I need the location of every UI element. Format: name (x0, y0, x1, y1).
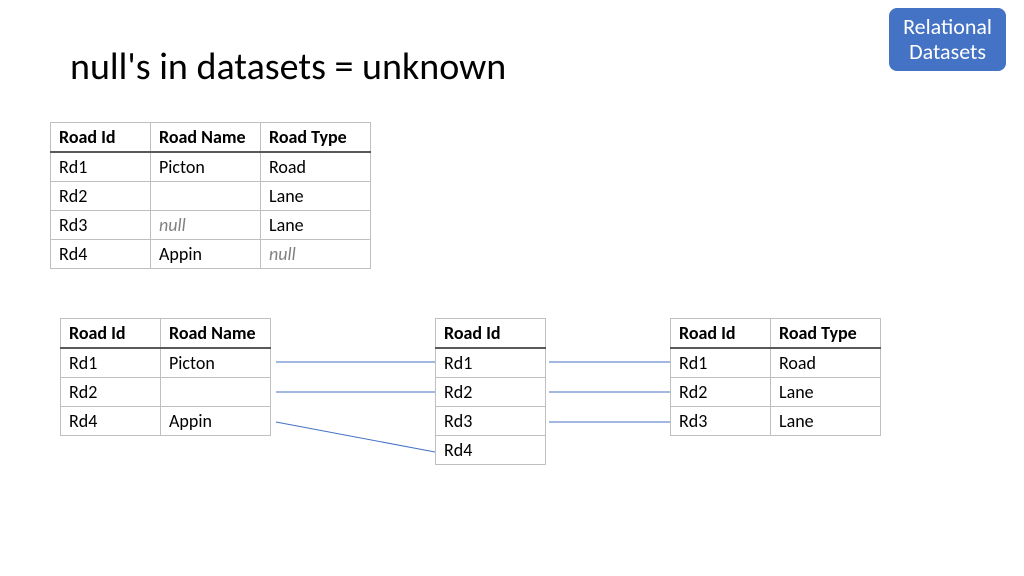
column-header: Road Name (161, 319, 271, 349)
table-row: Rd3Lane (671, 407, 881, 436)
table-cell: Rd4 (51, 240, 151, 269)
table-row: Rd3 (436, 407, 546, 436)
table-cell: Rd2 (436, 378, 546, 407)
table-cell: Rd2 (61, 378, 161, 407)
badge-line1: Relational (903, 13, 992, 40)
table-cell: Rd1 (51, 152, 151, 182)
column-header: Road Name (151, 123, 261, 153)
table-cell: Rd2 (671, 378, 771, 407)
table-row: Rd1PictonRoad (51, 152, 371, 182)
table-cell: Appin (151, 240, 261, 269)
table-cell: Rd4 (436, 436, 546, 465)
table-left: Road IdRoad NameRd1PictonRd2Rd4Appin (60, 318, 271, 436)
table-cell: Rd1 (436, 348, 546, 378)
table-row: Rd1 (436, 348, 546, 378)
table-cell: Appin (161, 407, 271, 436)
page-title: null's in datasets = unknown (70, 44, 506, 90)
table-cell: Picton (151, 152, 261, 182)
table-cell: Road (771, 348, 881, 378)
column-header: Road Id (51, 123, 151, 153)
table-cell: Road (261, 152, 371, 182)
table-cell: null (151, 211, 261, 240)
table-row: Rd1Road (671, 348, 881, 378)
column-header: Road Type (771, 319, 881, 349)
table-cell: Rd3 (51, 211, 151, 240)
column-header: Road Id (671, 319, 771, 349)
table-cell: Lane (261, 211, 371, 240)
column-header: Road Id (436, 319, 546, 349)
table-row: Rd4Appinnull (51, 240, 371, 269)
table-row: Rd2 (436, 378, 546, 407)
table-main: Road IdRoad NameRoad TypeRd1PictonRoadRd… (50, 122, 371, 269)
badge-line2: Datasets (909, 38, 986, 65)
table-row: Rd1Picton (61, 348, 271, 378)
table-cell: Rd2 (51, 182, 151, 211)
column-header: Road Id (61, 319, 161, 349)
table-cell (161, 378, 271, 407)
table-mid: Road IdRd1Rd2Rd3Rd4 (435, 318, 546, 465)
table-row: Rd4 (436, 436, 546, 465)
table-cell: Rd3 (436, 407, 546, 436)
table-cell: Lane (771, 407, 881, 436)
table-cell (151, 182, 261, 211)
topic-badge: Relational Datasets (889, 8, 1006, 71)
table-row: Rd2 (61, 378, 271, 407)
table-row: Rd4Appin (61, 407, 271, 436)
table-cell: Rd1 (61, 348, 161, 378)
table-right: Road IdRoad TypeRd1RoadRd2LaneRd3Lane (670, 318, 881, 436)
table-cell: Rd3 (671, 407, 771, 436)
table-cell: Lane (261, 182, 371, 211)
table-cell: Rd1 (671, 348, 771, 378)
table-row: Rd2 Lane (51, 182, 371, 211)
table-cell: Rd4 (61, 407, 161, 436)
table-row: Rd2Lane (671, 378, 881, 407)
table-row: Rd3nullLane (51, 211, 371, 240)
column-header: Road Type (261, 123, 371, 153)
table-cell: Lane (771, 378, 881, 407)
table-cell: Picton (161, 348, 271, 378)
table-cell: null (261, 240, 371, 269)
